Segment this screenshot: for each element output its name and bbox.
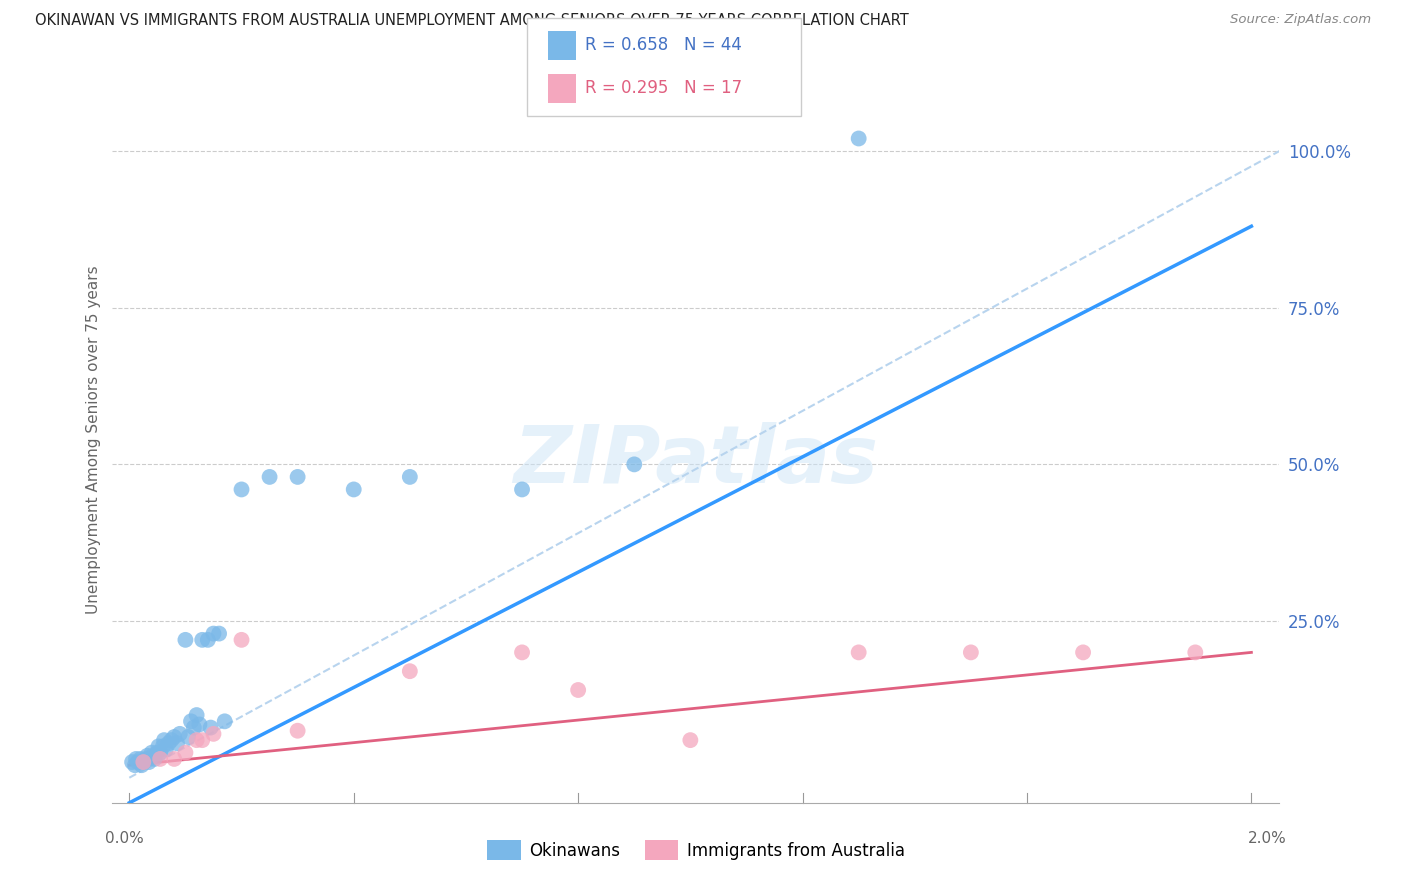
Y-axis label: Unemployment Among Seniors over 75 years: Unemployment Among Seniors over 75 years xyxy=(86,265,101,614)
Point xyxy=(163,752,186,766)
Point xyxy=(510,483,533,497)
Point xyxy=(136,748,159,763)
Point xyxy=(121,755,143,769)
Point xyxy=(208,626,231,640)
Point xyxy=(155,742,177,756)
Point xyxy=(141,746,163,760)
Point xyxy=(202,626,225,640)
Point xyxy=(186,733,208,747)
Point xyxy=(214,714,236,729)
Point xyxy=(1071,645,1094,659)
Text: ZIPatlas: ZIPatlas xyxy=(513,422,879,500)
Text: 2.0%: 2.0% xyxy=(1247,831,1286,847)
Point xyxy=(623,458,645,472)
Point xyxy=(131,758,153,772)
Point xyxy=(848,131,870,145)
Point xyxy=(183,721,205,735)
Point xyxy=(231,483,253,497)
Text: OKINAWAN VS IMMIGRANTS FROM AUSTRALIA UNEMPLOYMENT AMONG SENIORS OVER 75 YEARS C: OKINAWAN VS IMMIGRANTS FROM AUSTRALIA UN… xyxy=(35,13,908,29)
Point xyxy=(127,755,149,769)
Point xyxy=(679,733,702,747)
Point xyxy=(129,752,152,766)
Point xyxy=(138,755,160,769)
Point xyxy=(510,645,533,659)
Point xyxy=(124,758,146,772)
Point xyxy=(149,752,172,766)
Legend: Okinawans, Immigrants from Australia: Okinawans, Immigrants from Australia xyxy=(481,833,911,867)
Point xyxy=(398,664,420,678)
Point xyxy=(191,733,214,747)
Point xyxy=(153,733,176,747)
Point xyxy=(149,746,172,760)
Point xyxy=(166,736,188,750)
Point xyxy=(132,755,155,769)
Point xyxy=(960,645,983,659)
Point xyxy=(174,746,197,760)
Text: R = 0.295   N = 17: R = 0.295 N = 17 xyxy=(585,79,742,97)
Point xyxy=(148,739,170,754)
Point xyxy=(180,714,202,729)
Point xyxy=(1184,645,1206,659)
Point xyxy=(398,470,420,484)
Point xyxy=(186,708,208,723)
Point xyxy=(343,483,366,497)
Point xyxy=(143,752,166,766)
Point xyxy=(163,730,186,744)
Point xyxy=(287,723,309,738)
Point xyxy=(135,752,157,766)
Point xyxy=(188,717,211,731)
Point xyxy=(567,683,589,698)
Point xyxy=(146,746,169,760)
Text: R = 0.658   N = 44: R = 0.658 N = 44 xyxy=(585,37,742,54)
Point xyxy=(160,733,183,747)
Point xyxy=(202,727,225,741)
Text: 0.0%: 0.0% xyxy=(105,831,145,847)
Point xyxy=(197,632,219,647)
Point xyxy=(287,470,309,484)
Text: Source: ZipAtlas.com: Source: ZipAtlas.com xyxy=(1230,13,1371,27)
Point xyxy=(169,727,191,741)
Point xyxy=(848,645,870,659)
Point xyxy=(157,736,180,750)
Point xyxy=(259,470,281,484)
Point xyxy=(132,755,155,769)
Point xyxy=(200,721,222,735)
Point xyxy=(177,730,200,744)
Point xyxy=(174,632,197,647)
Point xyxy=(191,632,214,647)
Point xyxy=(231,632,253,647)
Point xyxy=(125,752,148,766)
Point xyxy=(142,748,165,763)
Point xyxy=(152,739,174,754)
